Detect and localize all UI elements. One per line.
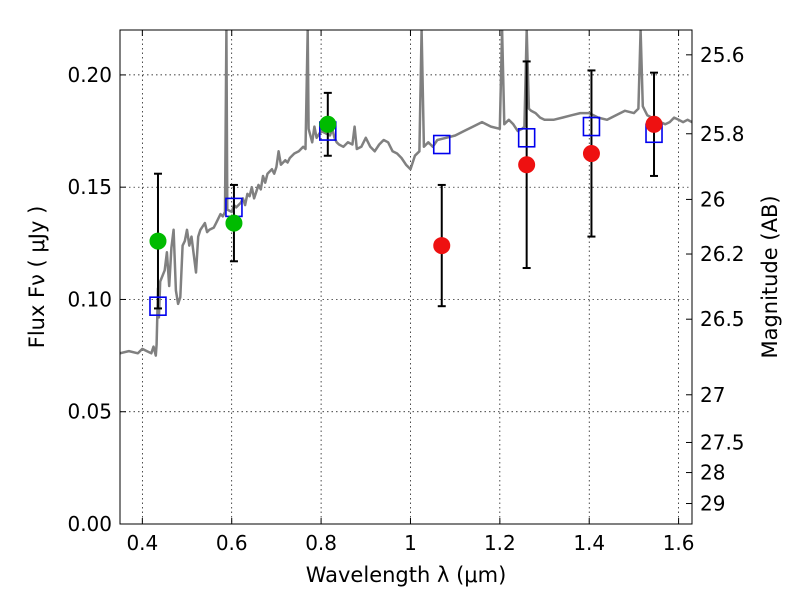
measured-circle-point — [518, 156, 536, 174]
magnitude-tick-label: 26.5 — [700, 307, 745, 331]
y-tick-label: 0.10 — [67, 287, 112, 311]
magnitude-tick-label: 26.2 — [700, 242, 745, 266]
x-tick-label: 1.6 — [663, 531, 695, 555]
plot-frame — [119, 29, 693, 525]
x-axis-label: Wavelength λ (μm) — [306, 563, 507, 587]
x-tick-label: 1.4 — [573, 531, 605, 555]
measured-circle-point — [319, 115, 337, 133]
magnitude-tick-label: 26 — [700, 187, 725, 211]
y-tick-label: 0.15 — [67, 175, 112, 199]
x-tick-label: 0.6 — [216, 531, 248, 555]
y-tick-label: 0.00 — [67, 512, 112, 536]
magnitude-tick-label: 28 — [700, 461, 725, 485]
model-square-point — [582, 116, 601, 137]
measured-circle-point — [645, 115, 663, 133]
magnitude-tick-label: 25.8 — [700, 122, 745, 146]
y-axis-label: Flux Fν ( μJy ) — [25, 206, 49, 349]
data-points — [149, 115, 663, 316]
x-tick-label: 0.8 — [305, 531, 337, 555]
model-square-point — [517, 127, 536, 148]
x-tick-label: 1.2 — [484, 531, 516, 555]
magnitude-tick-label: 27 — [700, 383, 725, 407]
plot-marks — [120, 30, 692, 357]
measured-circle-point — [582, 145, 600, 162]
spectrum-line — [120, 30, 692, 357]
y-tick-label: 0.05 — [67, 400, 112, 424]
measured-circle-point — [225, 214, 243, 232]
magnitude-tick-label: 25.6 — [700, 43, 745, 67]
ticks — [120, 30, 692, 525]
measured-circle-point — [433, 237, 451, 255]
x-tick-label: 1 — [404, 531, 417, 555]
y-tick-label: 0.20 — [67, 63, 112, 87]
magnitude-tick-label: 29 — [700, 492, 725, 516]
tick-labels: 0.4 0.6 0.8 1 1.2 1.4 1.6 0.00 0.05 0.10 0.15 0.20 2… — [67, 43, 744, 555]
measured-circle-point — [149, 232, 167, 250]
right-y-axis-label: Magnitude (AB) — [758, 195, 782, 358]
magnitude-tick-label: 27.5 — [700, 430, 745, 454]
x-tick-label: 0.4 — [126, 531, 158, 555]
model-square-point — [432, 134, 451, 155]
model-square-point — [149, 296, 167, 316]
